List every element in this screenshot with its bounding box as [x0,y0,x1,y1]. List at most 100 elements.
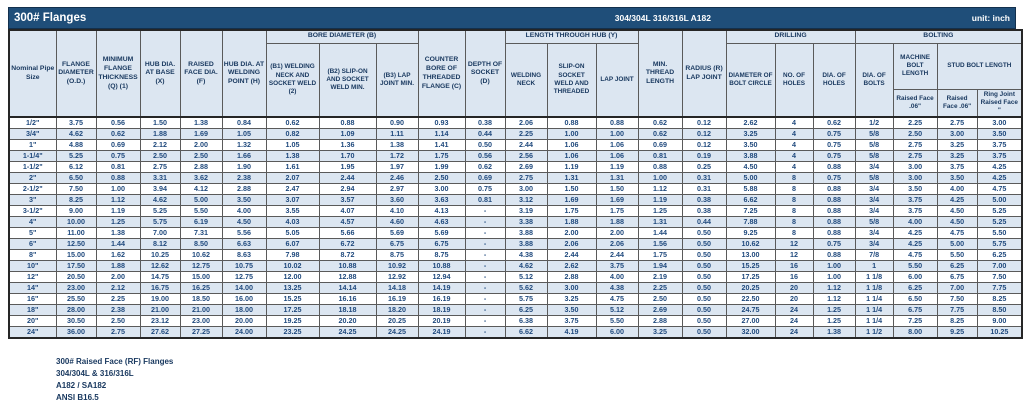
col-header-stud-raised-face: Raised Face .06" [936,88,978,118]
cell: 7.00 [936,282,978,295]
cell: 1.31 [546,172,597,185]
cell: - [464,249,506,262]
cell: 9.25 [725,227,776,240]
cell: 0.88 [595,117,639,130]
table-row: 4" 10.00 1.25 5.75 6.19 4.50 4.03 4.57 4.60 4.63-… [8,216,1023,229]
row-header-cell: 2-1/2" [8,183,57,196]
cell: 16.00 [221,293,267,306]
cell: 4.25 [892,238,938,251]
cell: 24.00 [221,326,267,339]
table-row: 3-1/2" 9.00 1.19 5.25 5.50 4.00 3.55 4.07 4.10 4.… [8,205,1023,218]
title-bar: 300# Flanges 304/304L 316/316L A182 unit… [8,7,1016,29]
cell: 20.00 [221,315,267,328]
cell: 1 [854,260,894,273]
cell: 5.00 [976,194,1023,207]
material-spec-label: 304/304L 316/316L A182 [614,13,711,23]
cell: 5.12 [595,304,639,317]
cell: 2.12 [139,139,181,152]
cell: 3.75 [892,194,938,207]
cell: 6.75 [375,238,419,251]
cell: 8.75 [417,249,466,262]
row-header-cell: 14" [8,282,57,295]
cell: 3.50 [725,139,776,152]
cell: 12 [774,238,814,251]
cell: 0.90 [375,117,419,130]
cell: 20 [774,282,814,295]
col-header-no-holes: NO. OF HOLES [774,42,814,118]
cell: 3.25 [725,128,776,141]
cell: 23.25 [265,326,320,339]
cell: 14.19 [417,282,466,295]
cell: - [464,315,506,328]
cell: 12.88 [318,271,377,284]
cell: 0.88 [95,172,141,185]
cell: 24.19 [417,326,466,339]
cell: 6.25 [504,304,548,317]
cell: 5.25 [139,205,181,218]
cell: 2.50 [892,128,938,141]
cell: 2.50 [637,293,683,306]
unit-label: unit: inch [971,13,1010,23]
row-header-cell: 1-1/2" [8,161,57,174]
cell: 10.88 [318,260,377,273]
cell: 3.25 [637,326,683,339]
table-row: 2-1/2" 7.50 1.00 3.94 4.12 2.88 2.47 2.94 2.97 3.… [8,183,1023,196]
col-header-bolt-circle: DIAMETER OF BOLT CIRCLE [725,42,776,118]
cell: 4.25 [892,227,938,240]
cell: 1.38 [375,139,419,152]
cell: 1.25 [637,205,683,218]
cell: 8 [774,227,814,240]
cell: 1.97 [375,161,419,174]
cell: 3.94 [139,183,181,196]
cell: 15.25 [725,260,776,273]
cell: 2.75 [892,139,938,152]
cell: 17.25 [265,304,320,317]
cell: 16 [774,260,814,273]
cell: - [464,282,506,295]
table-body: 1/2" 3.75 0.56 1.50 1.38 0.84 0.62 0.88 0.90 0.93… [8,117,1023,339]
cell: 3.57 [318,194,377,207]
cell: 17.25 [725,271,776,284]
table-row: 12" 20.50 2.00 14.75 15.00 12.75 12.00 12.88 12.… [8,271,1023,284]
cell: 0.88 [546,117,597,130]
cell: 2.75 [95,326,141,339]
cell: 0.75 [812,128,856,141]
cell: 24.25 [375,326,419,339]
table-row: 20" 30.50 2.50 23.12 23.00 20.00 19.25 20.20 20.… [8,315,1023,328]
table-row: 2" 6.50 0.88 3.31 3.62 2.38 2.07 2.44 2.46 2.50 0.… [8,172,1023,185]
cell: 20.25 [725,282,776,295]
cell: 17.50 [55,260,97,273]
cell: 3.75 [936,161,978,174]
cell: 1.31 [595,172,639,185]
cell: 4.19 [546,326,597,339]
cell: 3.75 [595,260,639,273]
cell: 6.00 [595,326,639,339]
cell: 2.38 [221,172,267,185]
cell: 14.18 [375,282,419,295]
cell: 2.12 [95,282,141,295]
cell: 1.44 [95,238,141,251]
row-header-cell: 6" [8,238,57,251]
col-header-thickness: MINIMUM FLANGE THICKNESS (Q) (1) [95,29,141,118]
cell: 1.88 [546,216,597,229]
cell: 0.31 [681,172,727,185]
cell: 4.75 [976,183,1023,196]
cell: 4.57 [318,216,377,229]
cell: 4.62 [55,128,97,141]
cell: 19.25 [265,315,320,328]
cell: 0.62 [637,128,683,141]
col-header-od: FLANGE DIAMETER (O.D.) [55,29,97,118]
col-header-lap-joint: LAP JOINT [595,42,639,118]
cell: 4 [774,139,814,152]
cell: 20.19 [417,315,466,328]
cell: 0.88 [637,161,683,174]
cell: 1.05 [221,128,267,141]
cell: 3.50 [221,194,267,207]
cell: 3.55 [265,205,320,218]
cell: 3.00 [892,172,938,185]
cell: 6.00 [892,271,938,284]
cell: 6.75 [417,238,466,251]
cell: 4.12 [179,183,223,196]
cell: 10.62 [179,249,223,262]
cell: 1.44 [637,227,683,240]
